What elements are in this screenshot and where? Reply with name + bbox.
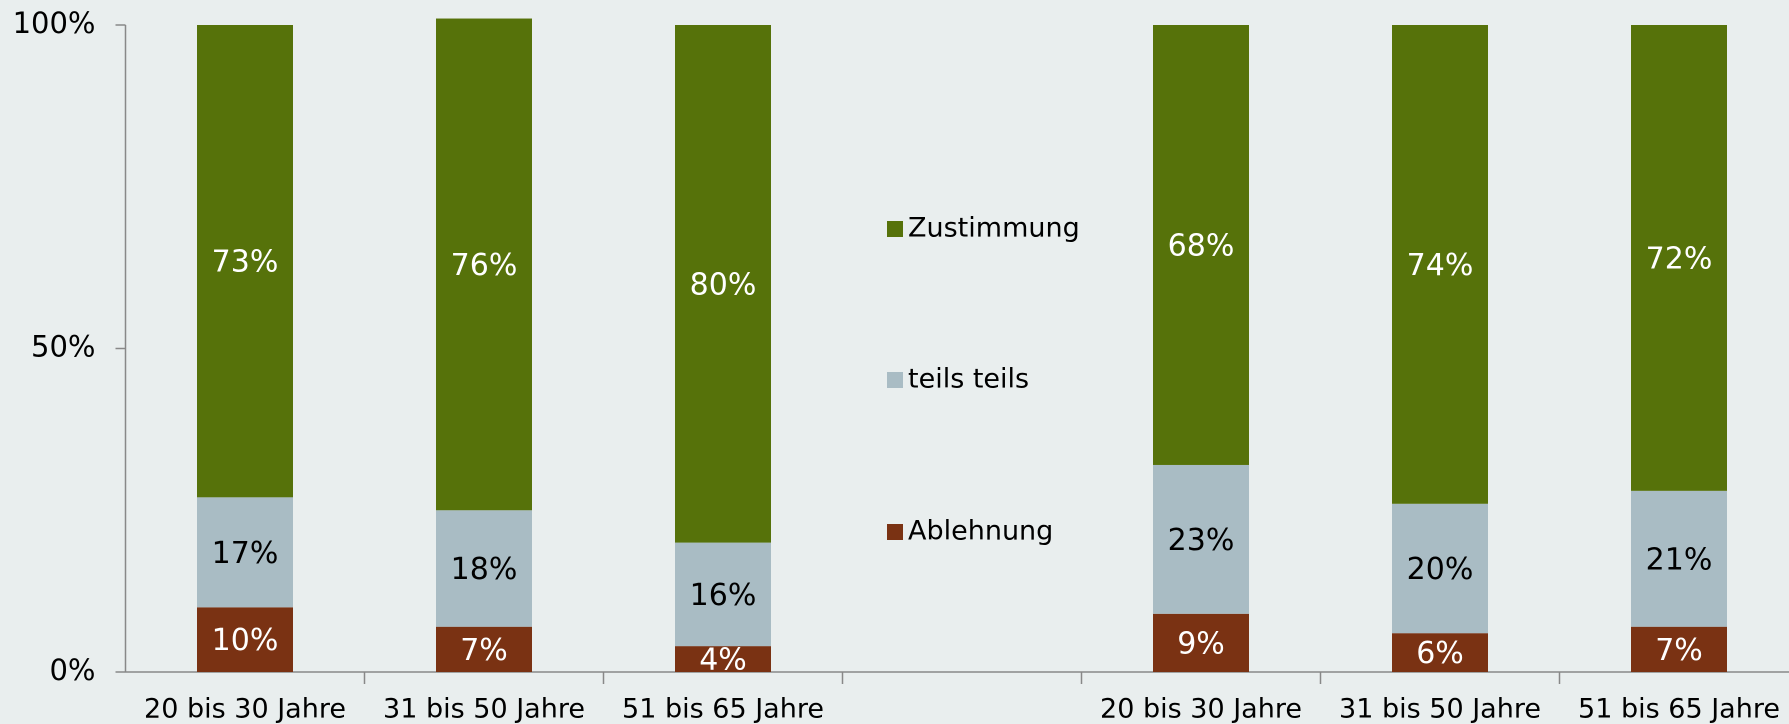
data-label: 17%	[212, 536, 279, 571]
bar-segment	[675, 25, 771, 543]
legend-swatch	[887, 372, 903, 388]
x-tick-label: 51 bis 65 Jahre	[1578, 694, 1780, 724]
legend-swatch	[887, 221, 903, 237]
bar-segment	[436, 18, 532, 511]
x-tick-label: 20 bis 30 Jahre	[144, 694, 346, 724]
data-label: 16%	[690, 578, 757, 613]
bar-segment	[675, 542, 771, 647]
data-label: 4%	[699, 643, 747, 678]
data-label: 76%	[451, 248, 518, 283]
bar-segment	[1153, 613, 1249, 672]
data-label: 21%	[1646, 542, 1713, 577]
data-label: 7%	[1655, 633, 1703, 668]
data-label: 72%	[1646, 241, 1713, 276]
bar-segment	[1392, 503, 1488, 634]
bar-segment	[1153, 464, 1249, 614]
bar-segment	[1392, 25, 1488, 504]
data-label: 18%	[451, 552, 518, 587]
bar-segment	[1631, 626, 1727, 672]
legend-label: teils teils	[908, 364, 1029, 395]
bar-segment	[1631, 25, 1727, 491]
data-label: 9%	[1177, 626, 1225, 661]
bar-segment	[436, 510, 532, 627]
data-label: 68%	[1168, 228, 1235, 263]
x-tick-label: 31 bis 50 Jahre	[1339, 694, 1541, 724]
bar-segment	[675, 646, 771, 672]
legend-swatch	[887, 524, 903, 540]
bar-segment	[197, 607, 293, 672]
data-label: 74%	[1407, 248, 1474, 283]
y-tick-label: 50%	[31, 330, 95, 364]
bar-segment	[1153, 25, 1249, 465]
bar-segment	[197, 497, 293, 608]
data-label: 23%	[1168, 523, 1235, 558]
x-tick-label: 31 bis 50 Jahre	[383, 694, 585, 724]
data-label: 80%	[690, 267, 757, 302]
data-label: 73%	[212, 245, 279, 280]
legend-label: Ablehnung	[908, 516, 1053, 547]
data-label: 7%	[460, 633, 508, 668]
x-tick-label: 51 bis 65 Jahre	[622, 694, 824, 724]
data-label: 10%	[212, 623, 279, 658]
bar-segment	[1392, 633, 1488, 672]
data-label: 20%	[1407, 552, 1474, 587]
bar-segment	[197, 25, 293, 498]
legend-label: Zustimmung	[908, 213, 1080, 244]
bar-segment	[436, 626, 532, 672]
bar-segment	[1631, 490, 1727, 627]
y-tick-label: 100%	[13, 6, 96, 40]
x-tick-label: 20 bis 30 Jahre	[1100, 694, 1302, 724]
y-tick-label: 0%	[49, 653, 95, 687]
data-label: 6%	[1416, 636, 1464, 671]
